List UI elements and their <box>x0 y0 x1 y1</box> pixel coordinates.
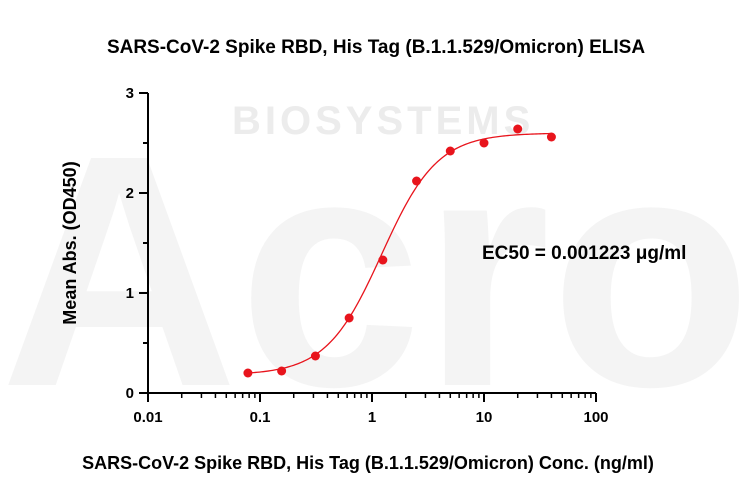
data-point <box>412 176 422 186</box>
x-ticks: 0.01 0.1 1 10 100 <box>133 393 609 426</box>
data-point <box>513 124 523 134</box>
data-point <box>445 146 455 156</box>
fit-curve <box>247 132 552 374</box>
chart-title: SARS-CoV-2 Spike RBD, His Tag (B.1.1.529… <box>107 37 645 58</box>
watermark-logo: Acro <box>0 86 752 455</box>
y-axis-title: Mean Abs. (OD450) <box>60 161 80 324</box>
data-point <box>243 368 253 378</box>
data-point <box>277 366 287 376</box>
y-ticks: 0 1 2 3 <box>126 85 148 402</box>
data-point <box>378 255 388 265</box>
data-point <box>344 313 354 323</box>
x-tick-label: 10 <box>476 409 493 426</box>
y-tick-label: 0 <box>126 385 134 402</box>
x-tick-label: 0.1 <box>250 409 271 426</box>
x-tick-label: 0.01 <box>133 409 162 426</box>
y-tick-label: 2 <box>126 185 134 202</box>
data-point <box>479 138 489 148</box>
watermark: BIOSYSTEMS Acro <box>0 86 752 455</box>
y-tick-label: 3 <box>126 85 134 102</box>
data-point <box>310 351 320 361</box>
data-point <box>546 132 556 142</box>
x-tick-label: 1 <box>368 409 376 426</box>
x-axis-title: SARS-CoV-2 Spike RBD, His Tag (B.1.1.529… <box>82 453 654 473</box>
data-points <box>243 124 556 378</box>
watermark-word: BIOSYSTEMS <box>232 99 534 143</box>
y-tick-label: 1 <box>126 285 134 302</box>
x-tick-label: 100 <box>583 409 608 426</box>
ec50-annotation: EC50 = 0.001223 μg/ml <box>482 243 686 264</box>
